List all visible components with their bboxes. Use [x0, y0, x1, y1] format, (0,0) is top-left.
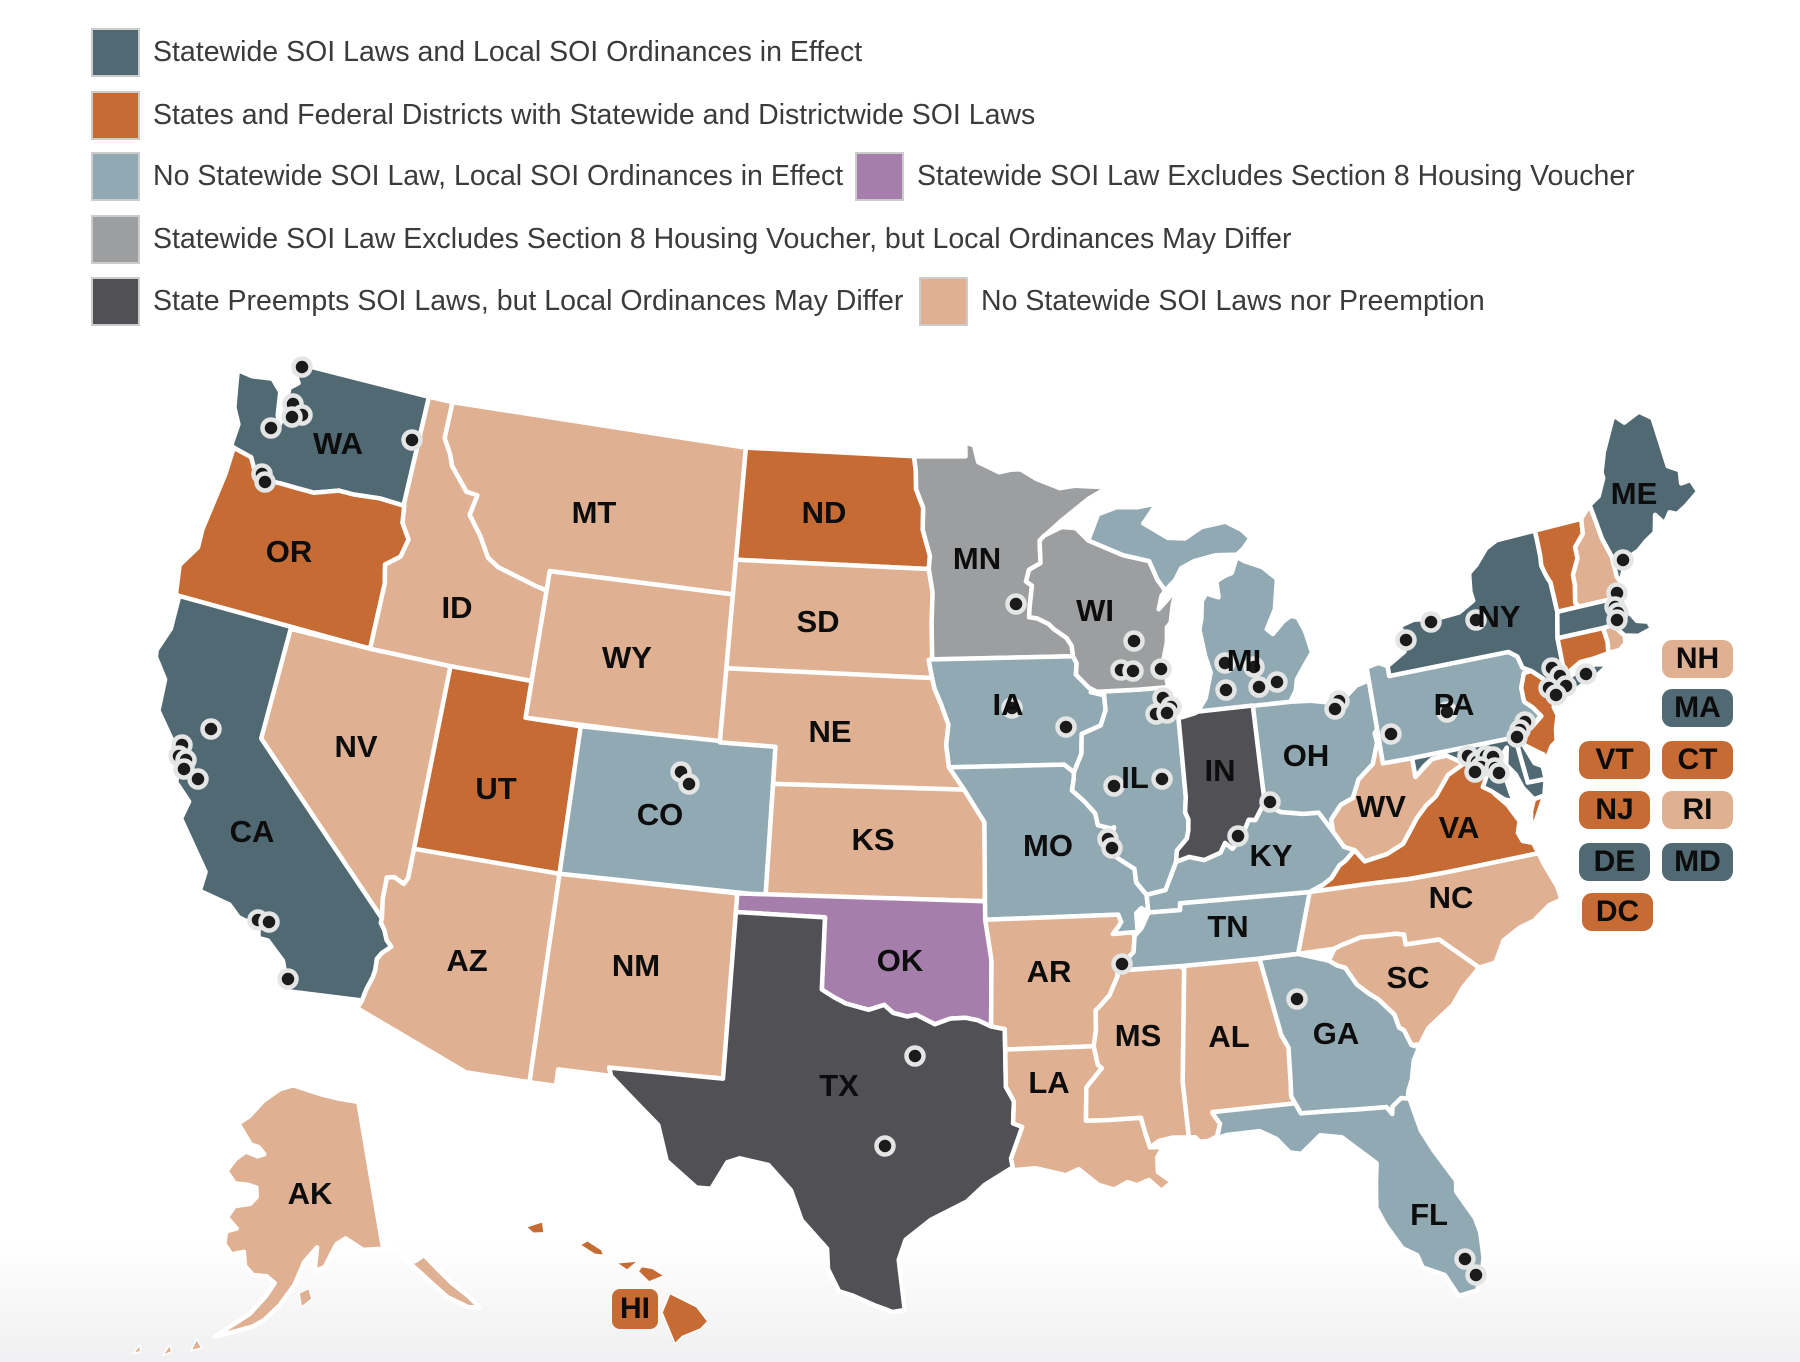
- svg-text:LA: LA: [1028, 1065, 1069, 1100]
- svg-text:VA: VA: [1439, 810, 1480, 845]
- svg-text:ME: ME: [1611, 476, 1658, 511]
- svg-text:GA: GA: [1313, 1016, 1360, 1051]
- svg-text:CA: CA: [230, 814, 275, 849]
- svg-text:MO: MO: [1023, 828, 1073, 863]
- svg-text:SC: SC: [1386, 960, 1429, 995]
- svg-text:AL: AL: [1208, 1019, 1249, 1054]
- svg-text:NV: NV: [334, 729, 377, 764]
- svg-text:AK: AK: [288, 1176, 333, 1211]
- svg-text:PA: PA: [1434, 687, 1475, 722]
- svg-text:ND: ND: [802, 495, 847, 530]
- svg-text:KY: KY: [1249, 838, 1292, 873]
- svg-text:NY: NY: [1477, 599, 1520, 634]
- svg-text:OK: OK: [877, 943, 924, 978]
- svg-text:MI: MI: [1227, 643, 1261, 678]
- svg-text:MN: MN: [953, 541, 1001, 576]
- svg-text:FL: FL: [1410, 1197, 1448, 1232]
- svg-text:CO: CO: [637, 797, 684, 832]
- svg-text:TX: TX: [819, 1068, 859, 1103]
- svg-text:WA: WA: [313, 426, 363, 461]
- svg-text:SD: SD: [796, 604, 839, 639]
- svg-text:MS: MS: [1115, 1018, 1162, 1053]
- svg-text:IA: IA: [993, 687, 1024, 722]
- svg-text:UT: UT: [475, 771, 516, 806]
- svg-text:MT: MT: [572, 495, 617, 530]
- svg-text:IL: IL: [1121, 760, 1149, 795]
- svg-text:IN: IN: [1205, 753, 1236, 788]
- svg-text:AR: AR: [1027, 954, 1072, 989]
- svg-text:OR: OR: [266, 534, 313, 569]
- svg-text:WV: WV: [1356, 789, 1406, 824]
- svg-text:NM: NM: [612, 948, 660, 983]
- svg-text:KS: KS: [851, 822, 894, 857]
- svg-text:ID: ID: [442, 590, 473, 625]
- svg-text:AZ: AZ: [446, 943, 487, 978]
- svg-text:OH: OH: [1283, 738, 1330, 773]
- svg-text:WY: WY: [602, 640, 652, 675]
- svg-text:TN: TN: [1207, 909, 1248, 944]
- svg-text:NC: NC: [1429, 880, 1474, 915]
- svg-text:WI: WI: [1076, 593, 1114, 628]
- svg-text:NE: NE: [808, 714, 851, 749]
